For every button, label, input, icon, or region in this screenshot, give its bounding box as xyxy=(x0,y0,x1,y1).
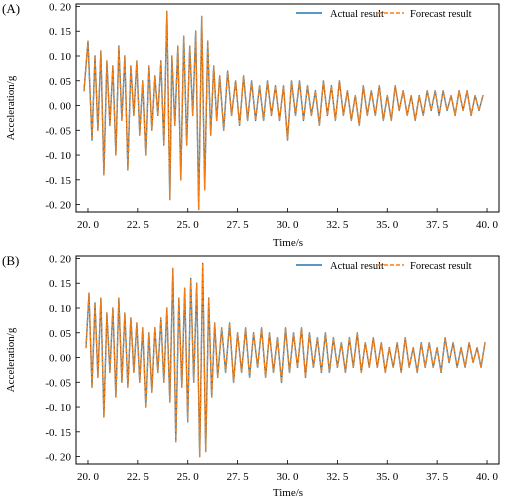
panel-a-legend-forecast-label: Forecast result xyxy=(410,9,472,20)
panel-a-x-tick-label: 35. 0 xyxy=(376,219,399,231)
panel-b-y-tick-label: 0. 10 xyxy=(49,303,72,315)
panel-b-x-tick-label: 32. 5 xyxy=(326,471,349,483)
panel-a-x-tick-label: 20. 0 xyxy=(77,219,100,231)
panel-a-x-axis-label: Time/s xyxy=(273,237,303,249)
panel-b-y-tick-label: -0. 20 xyxy=(45,452,71,464)
panel-a-legend: Actual result Forecast result xyxy=(296,9,472,20)
panel-b-x-tick-label: 35. 0 xyxy=(376,471,399,483)
panel-a-x-tick-label: 40. 0 xyxy=(476,219,499,231)
panel-a-x-tick-label: 30. 0 xyxy=(277,219,300,231)
panel-a-y-tick-label: 0. 20 xyxy=(49,1,72,13)
panel-a-y-tick-label: 0. 15 xyxy=(49,26,72,38)
panel-b-y-tick-label: 0. 15 xyxy=(49,278,72,290)
panel-b-y-tick-label: -0. 15 xyxy=(45,427,71,439)
panel-a-ticks: 20. 0 22. 5 25. 0 27. 5 30. 0 32. 5 35. 0 37. 5… xyxy=(45,1,498,231)
panel-b-x-tick-label: 20. 0 xyxy=(77,471,100,483)
panel-b-x-axis-label: Time/s xyxy=(273,487,303,499)
panel-b-x-tick-label: 27. 5 xyxy=(227,471,250,483)
panel-a: (A) 20. 0 22. 5 25. 0 27. 5 30. 0 32. 5 35. 0 3… xyxy=(2,1,500,249)
panel-b-legend: Actual result Forecast result xyxy=(296,261,472,272)
panel-a-y-tick-label: -0. 20 xyxy=(45,200,71,212)
panel-b-x-tick-label: 22. 5 xyxy=(127,471,150,483)
panel-b-legend-actual-label: Actual result xyxy=(330,261,384,272)
panel-b-y-tick-label: 0. 20 xyxy=(49,253,72,265)
panel-b-ticks: 20. 0 22. 5 25. 0 27. 5 30. 0 32. 5 35. 0 37. 5… xyxy=(45,253,498,483)
panel-b-y-tick-label: -0. 10 xyxy=(45,402,71,414)
panel-b-series-forecast-line xyxy=(85,262,486,458)
panel-b-x-tick-label: 40. 0 xyxy=(476,471,499,483)
panel-a-x-tick-label: 37. 5 xyxy=(426,219,449,231)
panel-a-y-tick-label: 0. 10 xyxy=(49,51,72,63)
panel-a-y-tick-label: -0. 05 xyxy=(45,125,71,137)
panel-a-y-tick-label: -0. 15 xyxy=(45,175,71,187)
panel-b: (B) 20. 0 22. 5 25. 0 27. 5 30. 0 32. 5 35. 0 3… xyxy=(2,253,500,499)
panel-a-x-tick-label: 32. 5 xyxy=(326,219,349,231)
panel-b-label: (B) xyxy=(2,253,19,268)
panel-b-legend-forecast-label: Forecast result xyxy=(410,261,472,272)
panel-a-y-tick-label: -0. 10 xyxy=(45,150,71,162)
panel-b-y-tick-label: 0. 00 xyxy=(49,353,72,365)
panel-a-x-tick-label: 27. 5 xyxy=(227,219,250,231)
panel-b-x-tick-label: 37. 5 xyxy=(426,471,449,483)
panel-a-x-tick-label: 25. 0 xyxy=(177,219,200,231)
panel-a-y-axis-label: Acceleration/g xyxy=(5,75,17,140)
panel-a-series-forecast-line xyxy=(83,10,484,211)
panel-b-y-axis-label: Acceleration/g xyxy=(5,327,17,392)
panel-b-x-tick-label: 30. 0 xyxy=(277,471,300,483)
panel-a-label: (A) xyxy=(2,1,20,16)
panel-a-legend-actual-label: Actual result xyxy=(330,9,384,20)
panel-a-x-tick-label: 22. 5 xyxy=(127,219,150,231)
panel-b-x-tick-label: 25. 0 xyxy=(177,471,200,483)
panel-b-y-tick-label: 0. 05 xyxy=(49,328,72,340)
panel-a-plot-content xyxy=(83,10,484,211)
panel-b-plot-content xyxy=(85,262,486,458)
panel-b-y-tick-label: -0. 05 xyxy=(45,377,71,389)
panel-a-y-tick-label: 0. 05 xyxy=(49,76,72,88)
panel-a-y-tick-label: 0. 00 xyxy=(49,101,72,113)
